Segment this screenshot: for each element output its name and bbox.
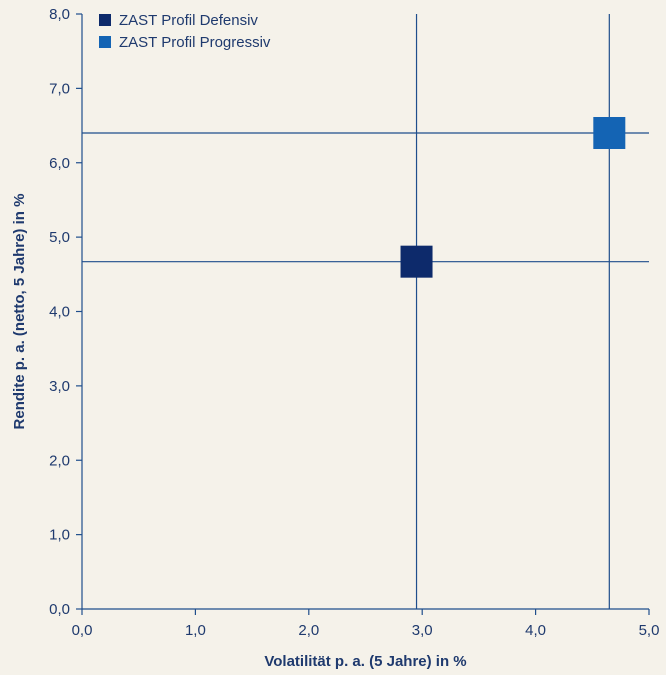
y-tick-label: 6,0 (49, 155, 70, 172)
data-point-progressiv (593, 117, 626, 149)
y-tick-label: 8,0 (49, 6, 70, 23)
tick-labels: 0,0 1,0 2,0 3,0 4,0 5,0 0,0 1,0 2,0 3,0 4,0 5,0 6,0 7… (49, 6, 659, 639)
y-tick-label: 1,0 (49, 527, 70, 544)
x-tick-label: 5,0 (639, 622, 660, 639)
x-tick-label: 1,0 (185, 622, 206, 639)
x-tick-label: 0,0 (72, 622, 93, 639)
legend-label: ZAST Profil Defensiv (119, 12, 258, 29)
axes (76, 13, 650, 615)
x-tick-label: 3,0 (412, 622, 433, 639)
x-axis-title: Volatilität p. a. (5 Jahre) in % (264, 653, 466, 670)
y-axis-title: Rendite p. a. (netto, 5 Jahre) in % (11, 194, 28, 430)
y-tick-label: 0,0 (49, 601, 70, 618)
data-point-defensiv (400, 245, 433, 278)
reference-lines (82, 14, 649, 609)
data-points (400, 117, 626, 278)
y-tick-label: 7,0 (49, 80, 70, 97)
y-tick-label: 5,0 (49, 229, 70, 246)
y-tick-label: 2,0 (49, 452, 70, 469)
legend-swatch (99, 36, 111, 48)
y-tick-label: 3,0 (49, 378, 70, 395)
legend-swatch (99, 14, 111, 26)
x-tick-label: 4,0 (525, 622, 546, 639)
legend: ZAST Profil Defensiv ZAST Profil Progress… (99, 12, 271, 51)
x-tick-label: 2,0 (298, 622, 319, 639)
y-tick-label: 4,0 (49, 304, 70, 321)
legend-label: ZAST Profil Progressiv (119, 34, 271, 51)
